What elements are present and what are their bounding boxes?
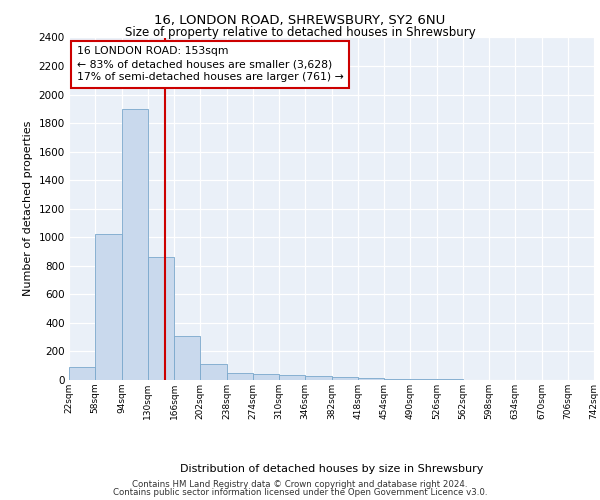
Text: 16 LONDON ROAD: 153sqm
← 83% of detached houses are smaller (3,628)
17% of semi-: 16 LONDON ROAD: 153sqm ← 83% of detached…	[77, 46, 344, 82]
Bar	[148, 258, 174, 380]
Text: Contains HM Land Registry data © Crown copyright and database right 2024.: Contains HM Land Registry data © Crown c…	[132, 480, 468, 489]
Bar	[174, 336, 200, 380]
Text: Contains public sector information licensed under the Open Government Licence v3: Contains public sector information licen…	[113, 488, 487, 497]
Bar	[358, 378, 384, 380]
Bar	[279, 375, 305, 380]
Bar	[410, 379, 437, 380]
Text: 16, LONDON ROAD, SHREWSBURY, SY2 6NU: 16, LONDON ROAD, SHREWSBURY, SY2 6NU	[154, 14, 446, 27]
Text: Size of property relative to detached houses in Shrewsbury: Size of property relative to detached ho…	[125, 26, 475, 39]
Bar	[331, 377, 358, 380]
Bar	[384, 378, 410, 380]
Bar	[200, 364, 227, 380]
Bar	[227, 373, 253, 380]
Bar	[253, 374, 279, 380]
Y-axis label: Number of detached properties: Number of detached properties	[23, 121, 33, 296]
X-axis label: Distribution of detached houses by size in Shrewsbury: Distribution of detached houses by size …	[180, 464, 483, 473]
Bar	[305, 376, 331, 380]
Bar	[69, 367, 95, 380]
Bar	[95, 234, 121, 380]
Bar	[121, 109, 148, 380]
